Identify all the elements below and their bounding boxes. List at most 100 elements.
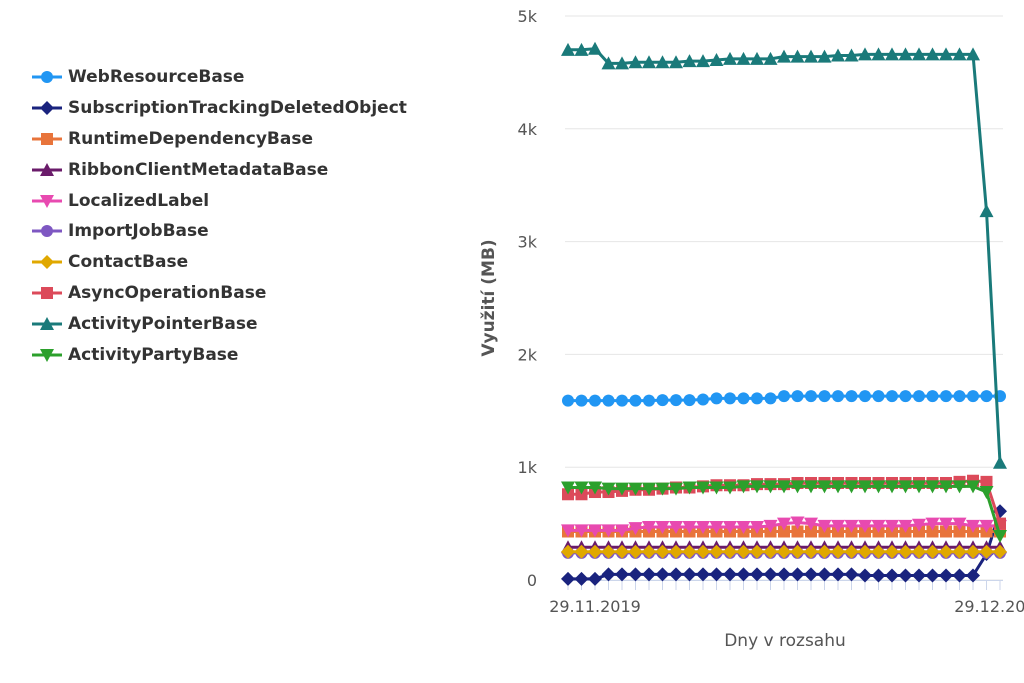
data-point <box>682 544 697 559</box>
data-point <box>723 51 737 65</box>
data-point <box>736 520 751 534</box>
data-point <box>885 568 899 583</box>
data-point <box>642 544 656 559</box>
data-point <box>41 286 53 299</box>
data-point <box>844 567 859 582</box>
legend-item[interactable]: ActivityPointerBase <box>30 308 407 339</box>
data-point <box>844 480 859 494</box>
y-tick-label: 1k <box>518 458 538 477</box>
legend-item[interactable]: RuntimeDependencyBase <box>30 124 407 155</box>
data-point <box>723 567 737 582</box>
data-point <box>872 390 885 403</box>
data-point <box>588 481 602 495</box>
legend-item[interactable]: ActivityPartyBase <box>30 339 407 370</box>
data-point <box>898 480 913 494</box>
data-point <box>669 567 683 582</box>
data-point <box>885 480 899 494</box>
series-WebResourceBase <box>562 390 1006 407</box>
data-point <box>832 390 844 403</box>
data-point <box>940 390 952 403</box>
data-point <box>790 480 805 494</box>
data-point <box>561 524 575 538</box>
data-point <box>886 390 898 403</box>
data-point <box>804 49 818 63</box>
data-point <box>683 394 696 407</box>
data-point <box>588 524 602 538</box>
data-point <box>616 394 628 407</box>
data-point <box>615 482 629 496</box>
legend-symbol <box>32 225 62 238</box>
data-point <box>844 519 859 533</box>
data-point <box>926 390 939 403</box>
data-point <box>682 520 697 534</box>
data-point <box>655 544 670 559</box>
data-point <box>40 101 54 116</box>
data-point <box>709 481 724 495</box>
data-point <box>952 480 967 494</box>
legend-symbol <box>32 162 62 176</box>
data-point <box>858 47 872 61</box>
x-axis-title: Dny v rozsahu <box>724 631 846 651</box>
data-point <box>696 520 710 534</box>
data-point <box>898 47 913 61</box>
data-point <box>642 567 656 582</box>
legend-label: ActivityPointerBase <box>68 313 258 334</box>
data-point <box>925 47 940 61</box>
data-point <box>601 56 616 70</box>
legend-symbol <box>32 316 62 330</box>
data-point <box>574 571 589 586</box>
data-point <box>831 48 845 62</box>
y-tick-label: 4k <box>518 120 538 139</box>
data-point <box>40 348 54 362</box>
data-point <box>615 524 629 538</box>
data-point <box>41 225 53 238</box>
data-point <box>777 517 791 531</box>
data-point <box>736 544 751 559</box>
data-point <box>831 567 845 582</box>
data-point <box>574 524 589 538</box>
data-point <box>993 455 1007 469</box>
data-point <box>601 567 616 582</box>
data-point <box>913 390 925 403</box>
data-point <box>804 567 818 582</box>
data-point <box>696 481 710 495</box>
legend-symbol <box>32 255 62 270</box>
data-point <box>615 544 629 559</box>
data-point <box>993 544 1007 559</box>
data-point <box>669 520 683 534</box>
legend-item[interactable]: RibbonClientMetadataBase <box>30 154 407 185</box>
data-point <box>750 544 764 559</box>
data-point <box>831 519 845 533</box>
data-point <box>643 394 655 407</box>
data-point <box>952 544 967 559</box>
data-point <box>669 55 683 69</box>
data-point <box>697 393 709 406</box>
data-point <box>655 520 670 534</box>
legend-label: ContactBase <box>68 252 189 273</box>
legend-item[interactable]: SubscriptionTrackingDeletedObject <box>30 93 407 124</box>
x-axis: 29.11.2019 29.12.2019 <box>549 580 1024 616</box>
data-point <box>871 47 886 61</box>
data-point <box>939 480 953 494</box>
data-point <box>885 47 899 61</box>
legend-item[interactable]: LocalizedLabel <box>30 185 407 216</box>
legend-item[interactable]: ContactBase <box>30 247 407 278</box>
data-point <box>588 571 602 586</box>
data-point <box>817 480 832 494</box>
data-point <box>629 394 642 407</box>
data-point <box>574 42 589 56</box>
data-point <box>967 390 979 403</box>
legend-item[interactable]: WebResourceBase <box>30 62 407 93</box>
data-point <box>628 482 643 496</box>
data-point <box>696 567 710 582</box>
legend-item[interactable]: AsyncOperationBase <box>30 278 407 309</box>
data-point <box>790 49 805 63</box>
data-point <box>953 390 966 403</box>
data-point <box>871 568 886 583</box>
legend-item[interactable]: ImportJobBase <box>30 216 407 247</box>
data-point <box>831 480 845 494</box>
data-point <box>966 47 980 61</box>
legend-label: SubscriptionTrackingDeletedObject <box>68 98 407 119</box>
series-layer <box>561 41 1007 586</box>
data-point <box>979 544 994 559</box>
